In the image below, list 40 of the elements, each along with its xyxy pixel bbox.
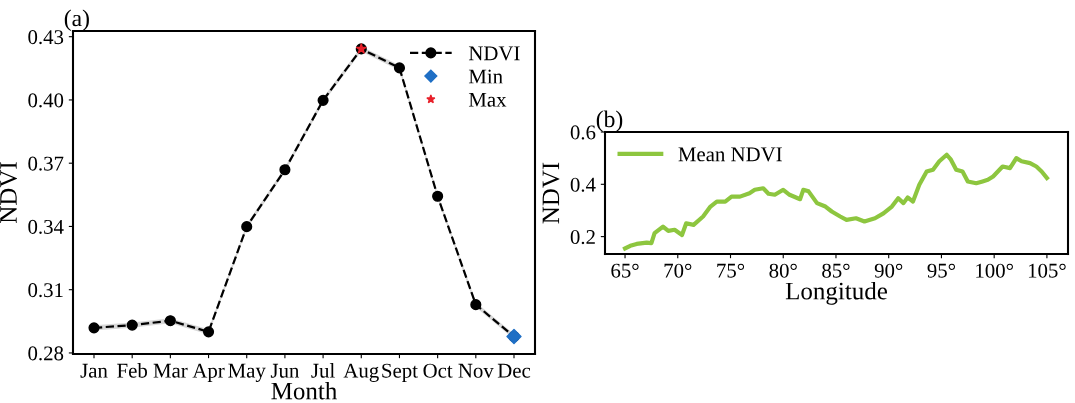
legend-label: Max — [468, 92, 507, 107]
y-tick-label: 0.34 — [28, 219, 64, 234]
x-axis-title: Longitude — [785, 281, 888, 305]
x-tick-label: Jun — [270, 363, 300, 378]
x-tick-label: Dec — [497, 363, 531, 378]
legend-label: Min — [468, 69, 503, 84]
x-tick-label: Feb — [117, 363, 148, 378]
x-tick-label: Aug — [343, 363, 379, 382]
x-tick-label: 95° — [927, 263, 956, 278]
x-tick-label: 75° — [717, 263, 745, 278]
x-tick-label: Jan — [80, 363, 108, 378]
y-axis-title: NDVI — [542, 162, 560, 224]
x-tick-label: Jul — [311, 363, 335, 378]
y-tick-label: 0.4 — [570, 177, 596, 192]
y-tick-label: 0.6 — [570, 125, 596, 140]
x-tick-label: Mar — [153, 363, 188, 378]
y-tick-label: 0.40 — [28, 93, 64, 108]
x-tick-label: 90° — [874, 263, 903, 278]
x-tick-label: Apr — [192, 363, 225, 382]
y-tick-label: 0.37 — [28, 156, 64, 171]
x-tick-label: 105° — [1028, 263, 1066, 278]
x-tick-label: May — [228, 363, 266, 382]
chart-title: (a) — [64, 9, 89, 31]
y-axis-title: NDVI — [0, 162, 18, 224]
y-tick-label: 0.43 — [28, 30, 64, 45]
legend-label: NDVI — [468, 46, 520, 61]
y-tick-label: 0.28 — [28, 346, 64, 361]
legend-label: Mean NDVI — [678, 147, 782, 162]
y-tick-label: 0.31 — [28, 283, 63, 298]
x-tick-label: 85° — [822, 263, 850, 278]
x-tick-label: Nov — [458, 363, 494, 378]
x-axis-title: Month — [271, 381, 338, 400]
x-tick-label: Sept — [382, 363, 418, 382]
y-tick-label: 0.2 — [570, 229, 595, 245]
x-tick-label: 80° — [769, 263, 797, 278]
x-tick-label: 100° — [976, 263, 1013, 278]
chart-title: (b) — [596, 110, 623, 132]
x-tick-label: Oct — [423, 363, 453, 378]
x-tick-label: 70° — [664, 263, 692, 278]
x-tick-label: 65° — [611, 263, 639, 278]
